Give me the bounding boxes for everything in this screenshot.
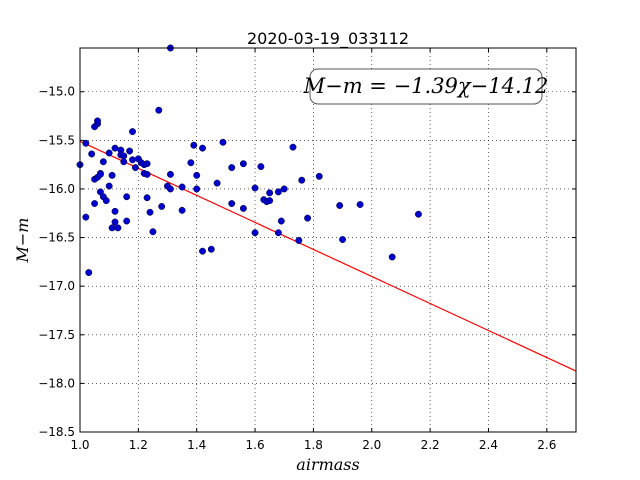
y-axis-label: M−m bbox=[13, 218, 32, 264]
data-point bbox=[166, 185, 174, 193]
data-point bbox=[105, 182, 113, 190]
data-point bbox=[129, 156, 136, 164]
y-tick-label: −15.5 bbox=[38, 133, 75, 147]
data-point bbox=[315, 172, 323, 180]
x-tick-label: 2.6 bbox=[537, 438, 556, 452]
data-points bbox=[76, 44, 422, 277]
data-point bbox=[251, 229, 259, 237]
annotation-box bbox=[309, 68, 543, 105]
data-point bbox=[85, 269, 93, 277]
y-tick-label: −17.0 bbox=[38, 279, 75, 293]
x-tick-label: 1.2 bbox=[129, 438, 148, 452]
annotation-text: M−m = −1.39χ−14.12 bbox=[303, 74, 549, 98]
data-point bbox=[193, 185, 201, 193]
data-point bbox=[82, 139, 90, 147]
data-point bbox=[274, 229, 282, 237]
data-point bbox=[123, 193, 131, 201]
data-point bbox=[257, 163, 265, 171]
data-point bbox=[239, 204, 247, 212]
x-tick-label: 1.0 bbox=[70, 438, 89, 452]
data-point bbox=[289, 143, 297, 151]
data-point bbox=[111, 207, 119, 215]
data-point bbox=[102, 197, 110, 205]
data-point bbox=[190, 141, 198, 149]
data-point bbox=[414, 210, 422, 218]
data-point bbox=[166, 170, 174, 178]
data-point bbox=[266, 197, 274, 205]
data-point bbox=[178, 206, 186, 214]
data-point bbox=[94, 117, 101, 125]
data-point bbox=[298, 176, 306, 184]
x-axis-label: airmass bbox=[296, 455, 359, 474]
data-point bbox=[178, 183, 186, 191]
data-point bbox=[274, 188, 282, 196]
fit-line-layer bbox=[79, 140, 577, 372]
data-point bbox=[266, 189, 274, 197]
data-point bbox=[228, 164, 236, 172]
data-point bbox=[280, 185, 288, 193]
data-point bbox=[120, 152, 128, 160]
data-point bbox=[82, 213, 90, 221]
data-point bbox=[108, 224, 116, 232]
y-tick-label: −16.5 bbox=[38, 231, 75, 245]
data-point bbox=[111, 144, 119, 152]
data-point bbox=[146, 208, 154, 216]
data-point bbox=[336, 202, 344, 209]
x-tick-label: 1.8 bbox=[304, 438, 323, 452]
data-point bbox=[251, 184, 259, 192]
data-point bbox=[207, 245, 215, 253]
data-point bbox=[187, 159, 195, 167]
data-point bbox=[91, 200, 99, 207]
data-point bbox=[199, 144, 206, 152]
grid bbox=[79, 48, 576, 433]
y-tick-label: −16.0 bbox=[38, 182, 75, 196]
data-point bbox=[149, 228, 157, 236]
data-point bbox=[96, 170, 104, 178]
x-tick-label: 2.4 bbox=[479, 438, 498, 452]
data-point bbox=[219, 138, 227, 146]
chart-title: 2020-03-19_033112 bbox=[247, 29, 409, 49]
data-point bbox=[158, 203, 166, 210]
fit-line bbox=[79, 140, 577, 372]
data-point bbox=[228, 200, 236, 207]
data-point bbox=[388, 253, 396, 261]
y-tick-label: −18.5 bbox=[38, 425, 75, 439]
x-tick-label: 2.0 bbox=[362, 438, 381, 452]
data-point bbox=[105, 149, 113, 157]
data-point bbox=[120, 158, 128, 166]
x-tick-label: 1.6 bbox=[246, 438, 265, 452]
data-point bbox=[129, 128, 136, 136]
data-point bbox=[114, 224, 122, 232]
data-point bbox=[111, 218, 119, 226]
y-tick-label: −17.5 bbox=[38, 328, 75, 342]
x-tick-label: 1.4 bbox=[187, 438, 206, 452]
data-point bbox=[213, 179, 221, 187]
data-point bbox=[126, 147, 134, 155]
data-point bbox=[304, 214, 312, 222]
data-point bbox=[143, 194, 151, 202]
data-point bbox=[123, 217, 131, 225]
data-point bbox=[193, 171, 201, 179]
fit-annotation: M−m = −1.39χ−14.12 bbox=[303, 68, 549, 105]
data-point bbox=[155, 106, 163, 114]
data-point bbox=[131, 164, 139, 172]
y-tick-label: −15.0 bbox=[38, 85, 75, 99]
data-point bbox=[295, 237, 303, 244]
data-point bbox=[199, 247, 206, 255]
data-point bbox=[99, 158, 107, 166]
x-tick-label: 2.2 bbox=[421, 438, 440, 452]
data-point bbox=[239, 160, 247, 168]
data-point bbox=[277, 217, 285, 225]
data-point bbox=[143, 160, 151, 168]
data-point bbox=[143, 170, 151, 178]
axis-ticks: 1.0 1.2 1.4 1.6 1.8 2.0 2.2 2.4 2.6 −15.0 −15.5 −16… bbox=[38, 48, 576, 452]
data-point bbox=[339, 236, 347, 243]
data-point bbox=[356, 201, 364, 208]
plot-frame bbox=[79, 47, 577, 433]
y-tick-label: −18.0 bbox=[38, 376, 75, 390]
data-point bbox=[108, 171, 116, 179]
data-point bbox=[88, 150, 96, 158]
